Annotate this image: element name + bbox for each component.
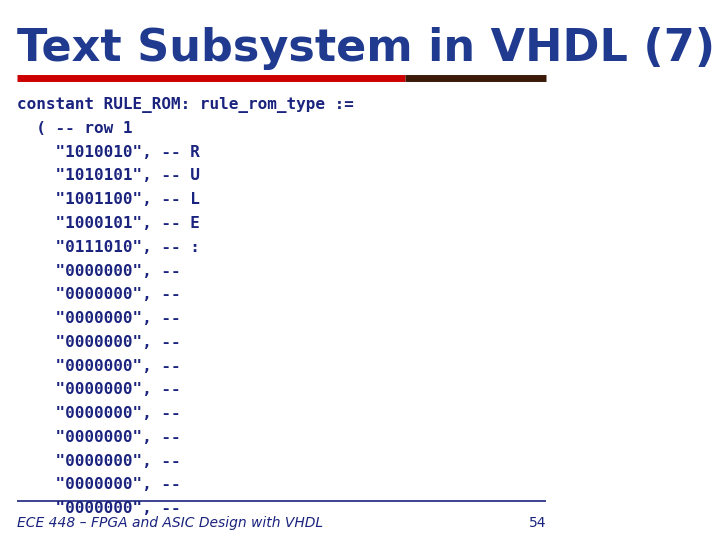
- Text: ECE 448 – FPGA and ASIC Design with VHDL: ECE 448 – FPGA and ASIC Design with VHDL: [17, 516, 323, 530]
- Text: "0000000", --: "0000000", --: [17, 264, 181, 279]
- Text: "0000000", --: "0000000", --: [17, 382, 181, 397]
- Text: "1000101", -- E: "1000101", -- E: [17, 216, 199, 231]
- Text: Text Subsystem in VHDL (7): Text Subsystem in VHDL (7): [17, 27, 715, 70]
- Text: "0000000", --: "0000000", --: [17, 406, 181, 421]
- Text: 54: 54: [528, 516, 546, 530]
- Text: "0000000", --: "0000000", --: [17, 311, 181, 326]
- Text: "0000000", --: "0000000", --: [17, 430, 181, 445]
- Text: "0000000", --: "0000000", --: [17, 477, 181, 492]
- Text: "0000000", --: "0000000", --: [17, 359, 181, 374]
- Text: "0000000", --: "0000000", --: [17, 454, 181, 469]
- Text: "0111010", -- :: "0111010", -- :: [17, 240, 199, 255]
- Text: "0000000", --: "0000000", --: [17, 501, 181, 516]
- Text: "0000000", --: "0000000", --: [17, 287, 181, 302]
- Text: constant RULE_ROM: rule_rom_type :=: constant RULE_ROM: rule_rom_type :=: [17, 97, 354, 113]
- Text: "0000000", --: "0000000", --: [17, 335, 181, 350]
- Text: ( -- row 1: ( -- row 1: [17, 121, 132, 136]
- Text: "1010010", -- R: "1010010", -- R: [17, 145, 199, 160]
- Text: "1010101", -- U: "1010101", -- U: [17, 168, 199, 184]
- Text: "1001100", -- L: "1001100", -- L: [17, 192, 199, 207]
